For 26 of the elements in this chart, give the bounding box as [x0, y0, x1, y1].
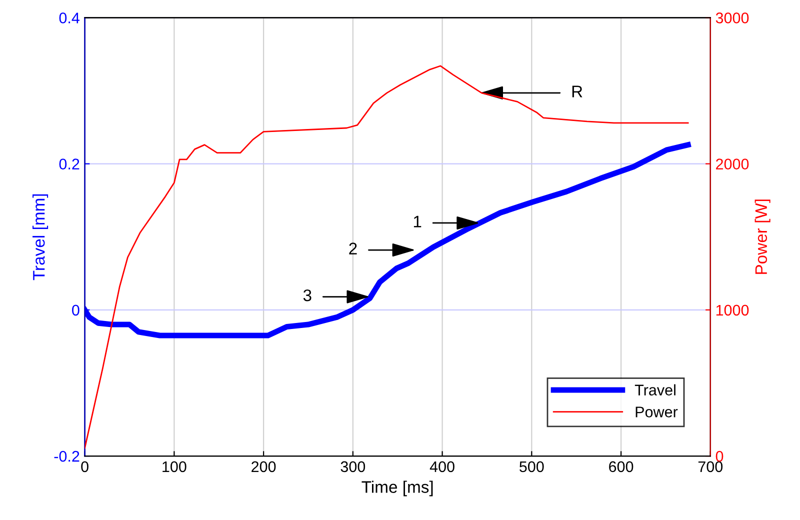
- line-series: [84, 65, 689, 449]
- y-axis-title: Travel [mm]: [32, 194, 48, 280]
- y2-tick-label: 0: [716, 450, 724, 462]
- y2-tick-label: 3000: [716, 12, 749, 24]
- x-tick-label: 500: [520, 461, 544, 472]
- y-tick-label: 0.4: [59, 12, 80, 24]
- x-tick-label: 600: [609, 461, 634, 472]
- annotation: 3: [303, 289, 312, 302]
- x-tick-label: 200: [252, 461, 276, 472]
- y2-tick-label: 1000: [716, 304, 749, 316]
- annotation: 2: [349, 242, 357, 254]
- x-tick-label: 700: [698, 461, 723, 472]
- y2-axis-title: Power [W]: [754, 200, 770, 274]
- x-tick-label: 300: [340, 461, 366, 472]
- y-tick-label: -0.2: [54, 450, 80, 462]
- legend-label: Travel: [634, 384, 676, 396]
- y-tick-label: 0: [72, 304, 80, 316]
- x-axis-title: Time [ms]: [362, 480, 433, 496]
- annotation: R: [572, 86, 582, 98]
- y-tick-label: 0.2: [59, 158, 80, 170]
- y2-tick-label: 2000: [716, 158, 749, 170]
- legend-label: Power: [636, 406, 678, 418]
- x-tick-label: 0: [81, 461, 88, 472]
- x-tick-label: 100: [162, 461, 186, 472]
- x-tick-label: 400: [430, 461, 454, 472]
- annotation: 1: [414, 216, 422, 228]
